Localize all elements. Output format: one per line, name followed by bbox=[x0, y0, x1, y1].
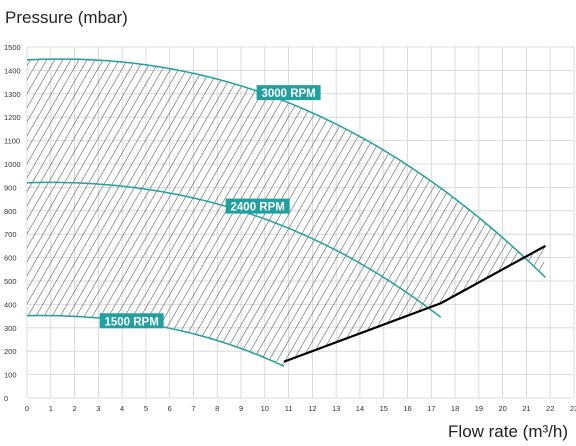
y-tick-label: 800 bbox=[4, 207, 17, 216]
y-tick-label: 500 bbox=[4, 277, 17, 286]
y-tick-label: 200 bbox=[4, 347, 17, 356]
y-tick-label: 400 bbox=[4, 300, 17, 309]
x-tick-label: 12 bbox=[308, 404, 316, 413]
series-label: 2400 RPM bbox=[231, 202, 285, 214]
y-tick-label: 700 bbox=[4, 230, 17, 239]
min-curve-line bbox=[283, 244, 546, 363]
x-tick-label: 14 bbox=[356, 404, 364, 413]
series-line-3000-rpm bbox=[26, 58, 547, 279]
x-tick-label: 1 bbox=[49, 404, 53, 413]
x-tick-label: 20 bbox=[498, 404, 506, 413]
y-axis-title: Pressure (mbar) bbox=[5, 8, 128, 27]
x-tick-label: 21 bbox=[522, 404, 530, 413]
x-tick-label: 9 bbox=[239, 404, 243, 413]
y-tick-label: 100 bbox=[4, 371, 17, 380]
y-tick-label: 1000 bbox=[4, 160, 21, 169]
x-tick-label: 15 bbox=[380, 404, 388, 413]
y-tick-label: 300 bbox=[4, 324, 17, 333]
series-label-bg bbox=[225, 198, 290, 214]
x-tick-label: 6 bbox=[168, 404, 172, 413]
x-tick-label: 22 bbox=[546, 404, 554, 413]
x-tick-label: 4 bbox=[120, 404, 124, 413]
x-tick-label: 19 bbox=[475, 404, 483, 413]
x-tick-label: 8 bbox=[215, 404, 219, 413]
y-tick-label: 1100 bbox=[4, 137, 20, 146]
series-label-bg bbox=[99, 313, 164, 329]
x-tick-label: 16 bbox=[403, 404, 411, 413]
x-tick-label: 5 bbox=[144, 404, 148, 413]
y-tick-label: 600 bbox=[4, 254, 17, 263]
x-tick-label: 3 bbox=[96, 404, 100, 413]
x-tick-label: 13 bbox=[332, 404, 340, 413]
x-tick-label: 17 bbox=[427, 404, 435, 413]
y-tick-label: 1300 bbox=[4, 90, 21, 99]
x-axis-title: Flow rate (m³/h) bbox=[448, 422, 568, 441]
x-tick-label: 10 bbox=[261, 404, 269, 413]
series-label-bg bbox=[256, 85, 321, 101]
y-tick-label: 0 bbox=[4, 394, 8, 403]
y-tick-label: 1500 bbox=[4, 43, 21, 52]
x-tick-label: 2 bbox=[72, 404, 76, 413]
series-label: 3000 RPM bbox=[261, 88, 315, 100]
x-tick-label: 23 bbox=[570, 404, 576, 413]
series-label: 1500 RPM bbox=[104, 316, 158, 328]
x-tick-label: 11 bbox=[285, 404, 293, 413]
x-tick-label: 7 bbox=[191, 404, 195, 413]
y-tick-label: 1200 bbox=[4, 113, 21, 122]
x-tick-label: 0 bbox=[25, 404, 29, 413]
y-tick-label: 900 bbox=[4, 183, 17, 192]
y-tick-label: 1400 bbox=[4, 66, 21, 75]
x-tick-label: 18 bbox=[451, 404, 459, 413]
